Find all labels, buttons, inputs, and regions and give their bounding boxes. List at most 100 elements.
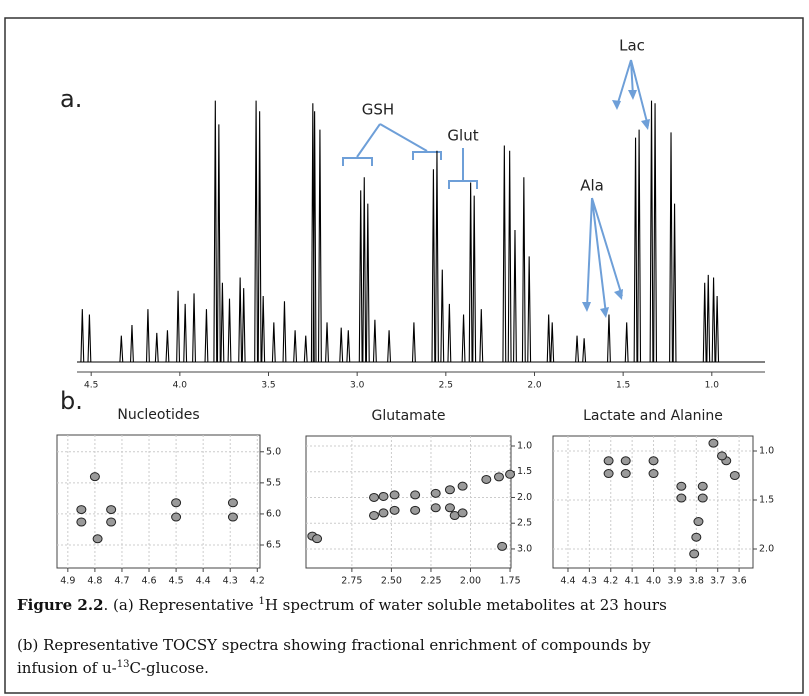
cross-peak	[76, 517, 87, 527]
cross-peak	[729, 470, 740, 480]
peak	[183, 303, 188, 363]
cross-peak	[227, 498, 238, 508]
frame	[4, 17, 804, 694]
peak	[362, 177, 367, 363]
peak	[241, 288, 246, 363]
cross-peak	[481, 474, 492, 484]
peak	[479, 309, 484, 363]
cross-peak	[697, 481, 708, 491]
cross-peak	[92, 534, 103, 544]
annotation: GSH	[362, 101, 394, 119]
peak	[607, 314, 611, 363]
panel-label: a.	[60, 85, 82, 113]
peak	[502, 145, 507, 363]
peak	[715, 295, 720, 363]
x-tick-label: 4.2	[603, 576, 618, 587]
peak	[411, 322, 416, 363]
cross-peak	[171, 498, 182, 508]
x-tick-label: 4.4	[560, 576, 575, 587]
x-tick-label: 1.75	[499, 576, 520, 587]
cross-peak	[389, 505, 400, 515]
cross-peak	[171, 512, 182, 522]
cross-peak	[106, 505, 117, 515]
cross-peak	[89, 472, 100, 482]
peak	[711, 277, 716, 363]
x-tick-label: 3.0	[350, 381, 365, 391]
cross-peak	[378, 508, 389, 518]
peak	[550, 322, 555, 363]
x-tick-label: 4.9	[60, 576, 75, 587]
peak	[435, 150, 439, 363]
peak	[227, 298, 232, 363]
y-tick-label: 1.0	[517, 440, 532, 451]
annotation: Lac	[619, 37, 645, 55]
x-tick-label: 3.9	[667, 576, 682, 587]
peak	[257, 111, 262, 363]
y-tick-label: 2.0	[759, 543, 774, 554]
y-tick-label: 1.5	[517, 466, 532, 477]
text: C-glucose.	[129, 659, 209, 677]
text: 1	[258, 596, 265, 607]
cross-peak	[312, 534, 323, 544]
annotation: Ala	[580, 177, 604, 195]
peak	[387, 330, 392, 363]
annotation: Glut	[447, 127, 478, 145]
cross-peak	[620, 469, 631, 479]
peak	[293, 330, 298, 363]
plot-title: Glutamate	[372, 408, 446, 424]
peak	[254, 100, 259, 363]
text: 13	[116, 659, 130, 670]
x-tick-label: 2.25	[420, 576, 441, 587]
peak	[358, 190, 363, 363]
cross-peak	[648, 469, 659, 479]
peak	[461, 314, 466, 363]
x-tick-label: 4.1	[625, 576, 640, 587]
x-tick-label: 3.5	[261, 381, 275, 391]
cross-peak	[689, 549, 700, 559]
peak	[165, 330, 170, 363]
peak	[575, 335, 579, 363]
peak	[220, 282, 225, 363]
peak	[261, 295, 266, 363]
arrow-heads	[582, 90, 650, 318]
y-tick-label: 1.0	[759, 445, 774, 456]
peak	[312, 111, 317, 363]
peak	[317, 129, 322, 363]
peak	[546, 314, 551, 363]
peak	[527, 256, 532, 363]
peak	[80, 309, 85, 363]
peak	[440, 269, 445, 363]
peak	[472, 195, 477, 363]
y-tick-label: 2.0	[517, 492, 532, 503]
y-tick-label: 2.5	[517, 518, 532, 529]
x-tick-label: 4.5	[84, 381, 98, 391]
cross-peak	[444, 503, 455, 513]
peak	[633, 137, 638, 363]
cross-peak	[676, 493, 687, 503]
peak	[706, 274, 711, 363]
cross-peak	[716, 451, 727, 461]
annotation-arrows	[342, 59, 649, 315]
cross-peak	[378, 491, 389, 501]
cross-peak	[369, 492, 380, 502]
cross-peak	[430, 503, 441, 513]
peak	[282, 301, 287, 363]
x-tick-label: 3.7	[710, 576, 725, 587]
peak	[339, 327, 344, 363]
x-tick-label: 2.75	[341, 576, 362, 587]
peak	[213, 100, 218, 363]
plot-title: Lactate and Alanine	[583, 408, 723, 424]
peak	[87, 314, 92, 363]
panel-label: b.	[60, 387, 83, 415]
caption-line: Figure 2.2. (a) Representative 1H spectr…	[17, 596, 667, 614]
caption-line: infusion of u-13C-glucose.	[17, 659, 209, 677]
cross-peak	[457, 508, 468, 518]
x-tick-label: 2.50	[381, 576, 402, 587]
caption-line: (b) Representative TOCSY spectra showing…	[17, 636, 651, 654]
x-tick-label: 1.0	[705, 381, 720, 391]
cross-peak	[389, 490, 400, 500]
cross-peak	[457, 481, 468, 491]
text: (b) Representative TOCSY spectra showing…	[17, 636, 651, 654]
cross-peak	[430, 488, 441, 498]
peak	[431, 169, 436, 363]
